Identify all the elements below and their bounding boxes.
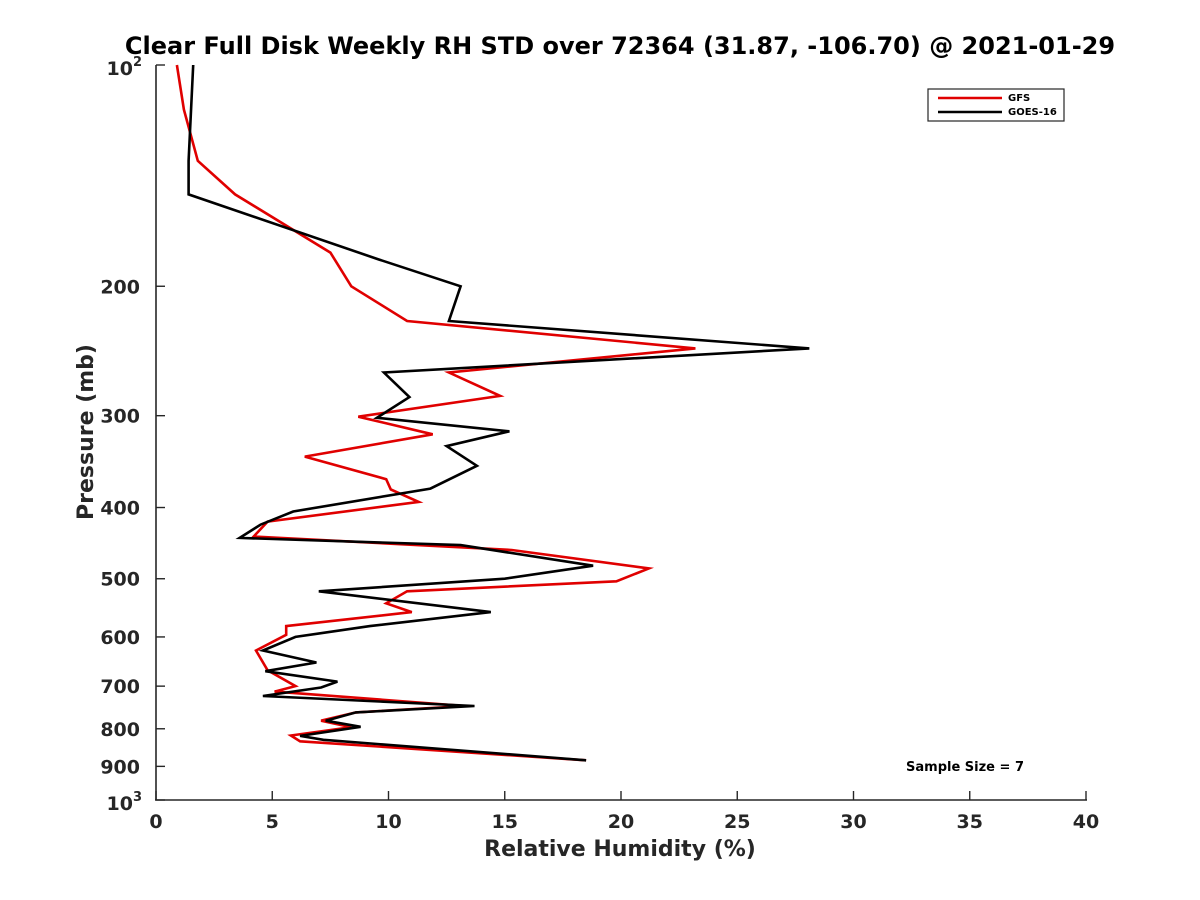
y-tick-label: 500	[100, 569, 140, 591]
x-tick-label: 5	[266, 811, 279, 833]
x-axis-label: Relative Humidity (%)	[484, 837, 756, 862]
y-tick-base: 10	[107, 58, 133, 80]
legend-label-gfs: GFS	[1008, 93, 1030, 104]
y-tick-label: 400	[100, 498, 140, 520]
y-tick-label: 103	[107, 790, 143, 815]
legend-label-goes16: GOES-16	[1008, 107, 1057, 118]
x-tick-label: 35	[957, 811, 983, 833]
x-tick-label: 30	[840, 811, 866, 833]
y-tick-label: 600	[100, 627, 140, 649]
x-tick-label: 25	[724, 811, 750, 833]
legend-box	[927, 88, 1065, 122]
y-tick-label: 300	[100, 406, 140, 428]
x-axis-ticks: 0 5 10 15 20 25 30 35 40	[149, 791, 1099, 833]
sample-size-annotation: Sample Size = 7	[906, 760, 1024, 775]
y-tick-exponent: 3	[133, 790, 142, 805]
x-tick-label: 15	[492, 811, 518, 833]
series-layer	[175, 64, 810, 762]
y-tick-label: 200	[100, 276, 140, 298]
y-tick-label: 800	[100, 719, 140, 741]
y-tick-exponent: 2	[133, 55, 142, 70]
y-tick-label: 700	[100, 676, 140, 698]
series-line-goes-16	[187, 64, 810, 762]
y-tick-label: 102	[107, 55, 143, 80]
legend: GFS GOES-16	[927, 88, 1065, 122]
x-tick-label: 40	[1073, 811, 1099, 833]
y-axis-label: Pressure (mb)	[74, 344, 99, 520]
y-tick-base: 10	[107, 793, 133, 815]
x-tick-label: 10	[375, 811, 401, 833]
y-tick-label: 900	[100, 756, 140, 778]
chart-title: Clear Full Disk Weekly RH STD over 72364…	[125, 32, 1115, 60]
x-tick-label: 20	[608, 811, 634, 833]
x-tick-label: 0	[149, 811, 162, 833]
